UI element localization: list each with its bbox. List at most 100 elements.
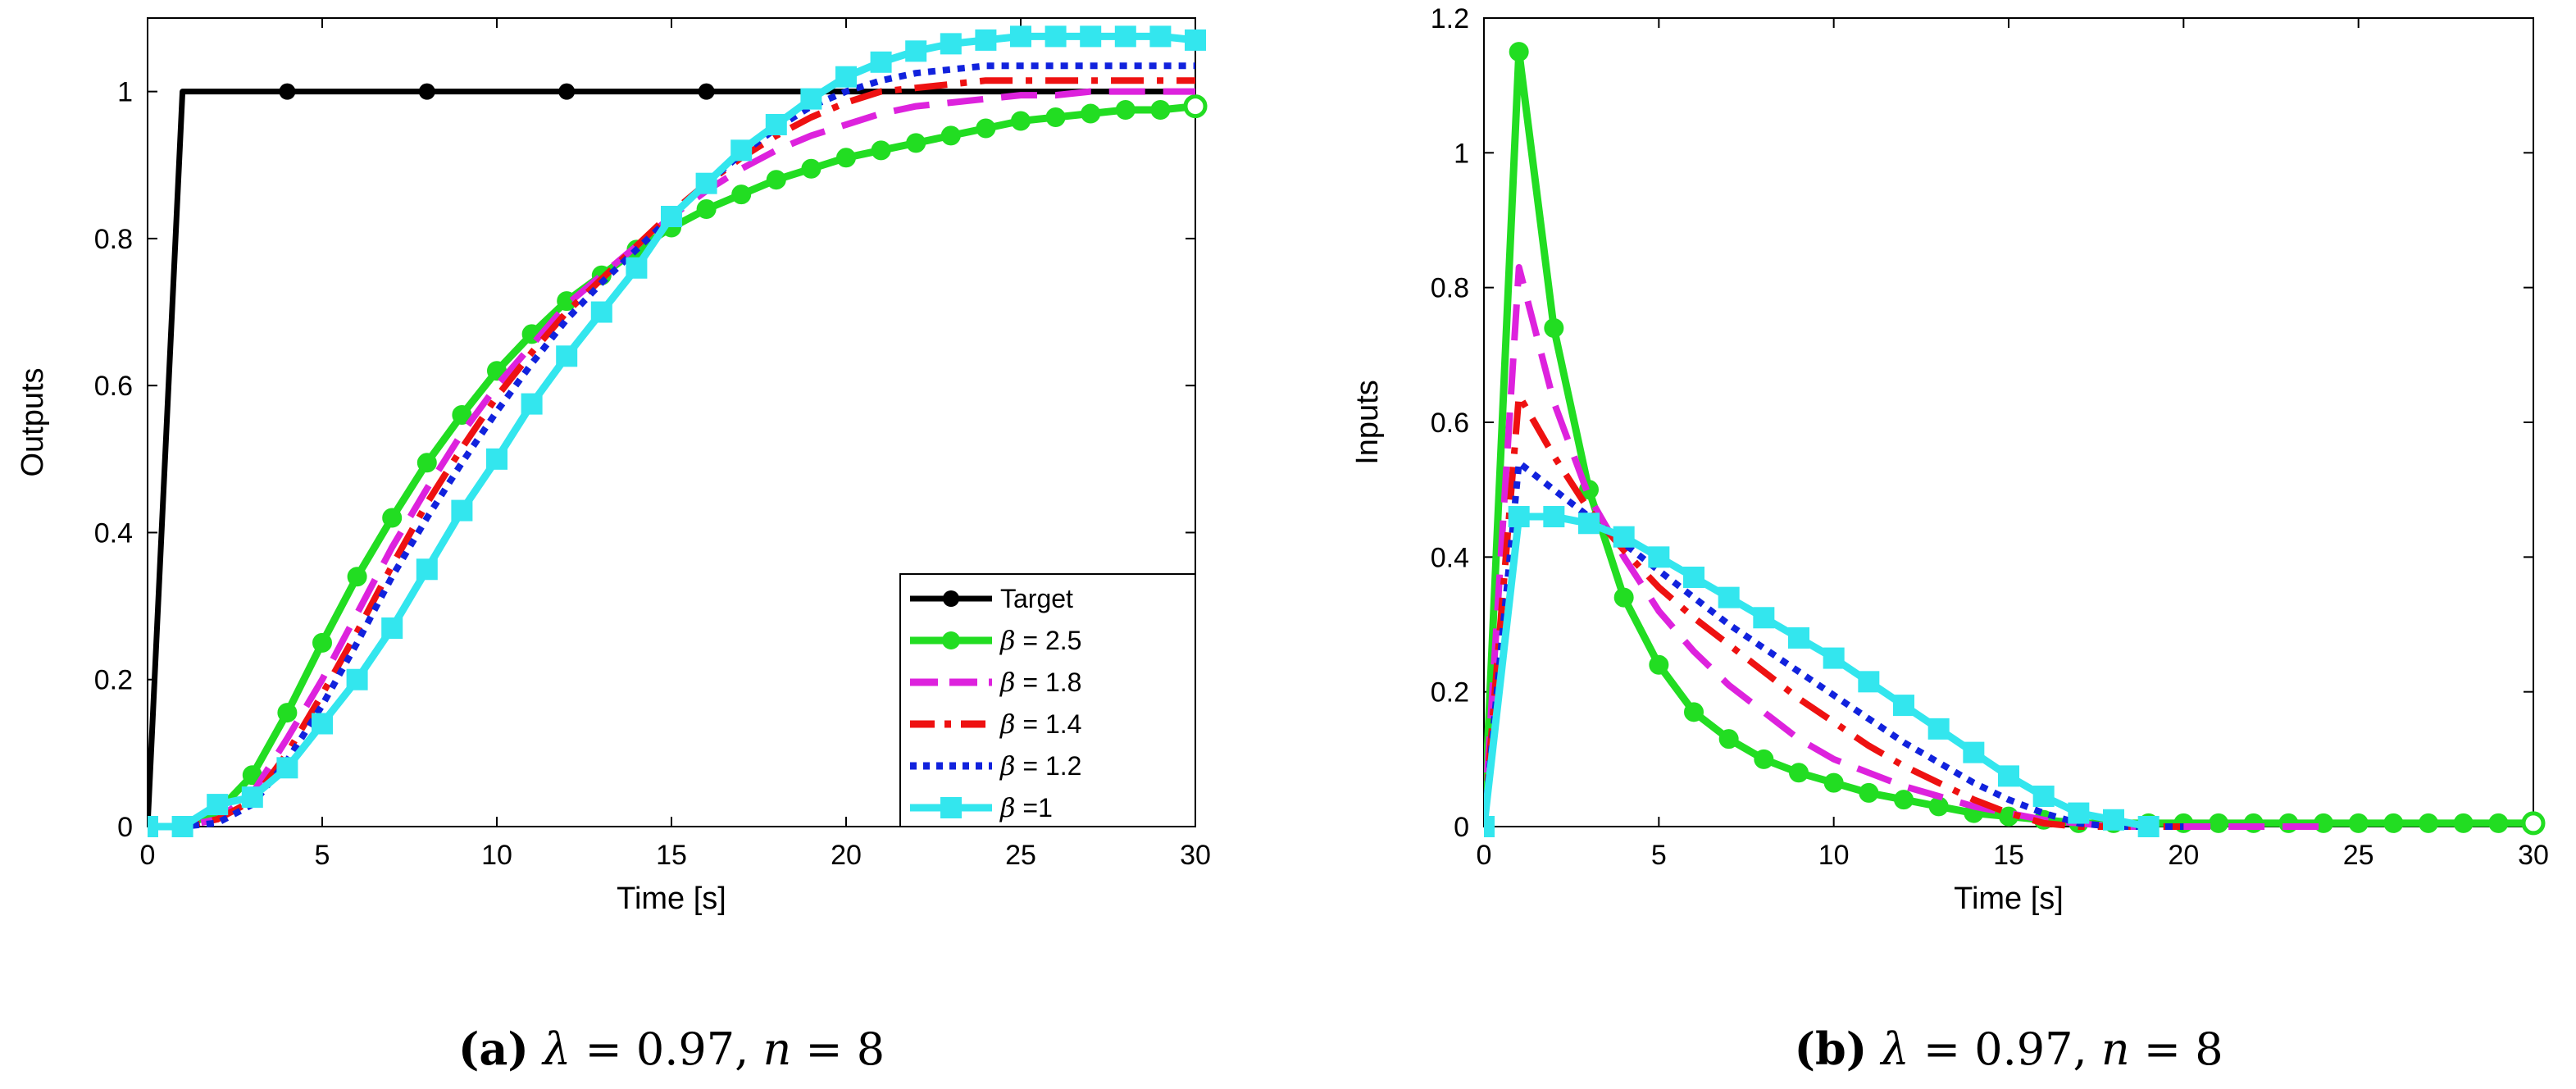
data-point-square — [905, 40, 927, 62]
y-tick-label: 1 — [1454, 138, 1469, 169]
chart-panel-a: 0 5 10 15 20 25 30 0 0.2 0.4 0.6 0.8 1 Time [s] Output… — [16, 17, 1211, 1075]
data-point-square — [1648, 546, 1670, 568]
data-point-square — [1114, 25, 1136, 48]
y-tick-label: 0.8 — [1431, 273, 1469, 304]
caption-label: (b) — [1794, 1023, 1867, 1075]
data-point-circle — [2488, 813, 2509, 833]
legend-symbol: β — [999, 750, 1016, 781]
chart-panel-b: 0 5 10 15 20 25 30 0 0.2 0.4 0.6 0.8 1 1.2 Time [s] Inp… — [1350, 3, 2549, 1075]
plot-area — [1484, 42, 2546, 837]
data-point-square — [276, 757, 298, 779]
data-point-square — [1963, 741, 1985, 763]
data-point-circle — [696, 199, 717, 220]
legend-marker-square — [940, 797, 962, 818]
data-point-square — [1010, 25, 1031, 48]
legend-label-0: Target — [1000, 584, 1073, 613]
data-point-square — [556, 345, 578, 367]
data-point-square — [312, 713, 333, 735]
data-point-circle-end — [1183, 94, 1208, 119]
y-tick-label: 0.8 — [94, 224, 133, 255]
x-tick-label: 5 — [315, 840, 330, 871]
data-point-square — [695, 172, 717, 194]
y-axis-label: Inputs — [1350, 380, 1385, 465]
data-point-square — [1788, 627, 1809, 649]
data-point-square — [1578, 513, 1600, 535]
data-point-square — [1858, 671, 1880, 693]
data-point-circle — [312, 632, 332, 653]
data-point-square — [1683, 566, 1704, 588]
data-point-circle — [1859, 782, 1879, 803]
data-point-square — [870, 51, 892, 73]
x-tick-label: 20 — [831, 840, 862, 871]
data-point-circle — [2348, 813, 2369, 833]
data-point-circle — [1045, 107, 1066, 128]
data-point-circle — [1115, 100, 1136, 121]
legend-label-5: β =1 — [999, 792, 1053, 823]
data-point-square — [1927, 718, 1950, 740]
legend-label-2: β = 1.8 — [999, 667, 1081, 698]
data-point-square — [975, 29, 997, 51]
data-point-square — [765, 113, 787, 135]
legend-text: =1 — [1016, 793, 1053, 822]
data-point-circle — [2209, 813, 2228, 833]
x-tick-label: 25 — [1005, 840, 1036, 871]
data-point-circle — [1081, 103, 1101, 124]
y-tick-label: 0 — [1454, 812, 1469, 843]
data-point-circle — [731, 185, 752, 205]
data-point-square — [2032, 786, 2055, 808]
legend-label-1: β = 2.5 — [999, 625, 1081, 656]
x-tick-label: 10 — [1818, 840, 1850, 871]
data-point-square — [1718, 586, 1740, 608]
y-tick-label: 0.4 — [1431, 542, 1469, 573]
axes-frame — [1483, 17, 2534, 827]
legend-marker-circle — [942, 631, 960, 649]
y-tick-label: 0.2 — [1431, 677, 1469, 709]
legend-symbol: β — [999, 709, 1016, 740]
data-point-circle — [2314, 813, 2333, 833]
data-point-circle — [836, 148, 856, 168]
x-tick-label: 30 — [2518, 840, 2549, 871]
x-tick-label: 20 — [2168, 840, 2199, 871]
x-axis-label: Time [s] — [617, 882, 726, 916]
x-axis-label: Time [s] — [1954, 882, 2064, 916]
data-point-circle-end — [2521, 811, 2546, 836]
data-point-square — [1613, 526, 1635, 548]
data-point-square — [1045, 25, 1067, 48]
data-point-square — [1185, 29, 1206, 51]
series-line-4 — [148, 62, 1195, 830]
data-point-circle — [416, 453, 437, 473]
x-tick-label: 15 — [1993, 840, 2024, 871]
data-point-square — [1893, 695, 1914, 717]
data-point-circle — [1718, 729, 1739, 750]
caption-n: n — [2101, 1023, 2130, 1075]
x-tick-label: 30 — [1180, 840, 1211, 871]
legend-symbol: β — [999, 792, 1016, 823]
data-point-circle — [906, 133, 926, 153]
legend-symbol: β — [999, 625, 1016, 656]
data-point-square — [2103, 809, 2124, 831]
caption-lambda-value: = 0.97, — [571, 1023, 762, 1075]
data-point-dot — [698, 83, 715, 100]
y-tick-label: 0.2 — [94, 665, 133, 696]
data-point-circle — [1894, 790, 1914, 810]
data-point-circle — [1613, 587, 1634, 608]
legend-text: = 1.4 — [1016, 709, 1082, 739]
y-tick-label: 0.6 — [1431, 408, 1469, 439]
legend-text: = 1.8 — [1016, 668, 1082, 697]
data-point-square — [2068, 802, 2090, 824]
data-point-circle — [1789, 763, 1809, 783]
data-point-circle — [1150, 100, 1171, 121]
caption-lambda: λ — [541, 1023, 571, 1075]
data-point-square — [1823, 647, 1845, 669]
y-tick-label: 0.6 — [94, 371, 133, 402]
x-tick-label: 10 — [481, 840, 512, 871]
x-tick-label: 15 — [656, 840, 687, 871]
x-tick-label: 5 — [1651, 840, 1667, 871]
series-line-0 — [148, 89, 1195, 827]
caption-n-value: = 8 — [791, 1023, 885, 1075]
caption-lambda: λ — [1879, 1023, 1909, 1075]
data-point-square — [940, 33, 962, 55]
data-point-circle — [871, 140, 891, 161]
data-point-square — [1543, 506, 1565, 528]
